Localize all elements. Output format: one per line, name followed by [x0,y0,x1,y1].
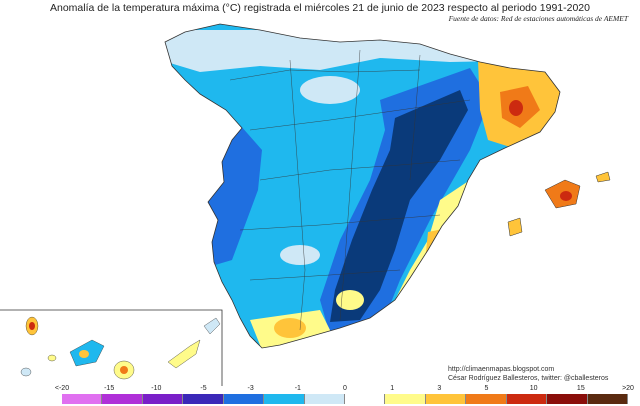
la-palma-hotspot [29,322,35,330]
deep-blue-core [330,90,468,322]
balearic-islands [507,171,611,237]
legend-swatch [425,394,467,404]
la-gomera-island [47,354,57,362]
yellow-patch-granada [336,290,364,310]
legend-swatch [345,394,386,404]
el-hierro-island [20,367,32,377]
legend-swatch [506,394,548,404]
legend-tick-label: <-20 [54,385,70,392]
data-source: Fuente de datos: Red de estaciones autom… [448,14,628,23]
spain-anomaly-field [165,24,560,348]
legend-tick-label: 15 [576,385,585,392]
legend-swatch [304,394,345,404]
blog-url: http://climaenmapas.blogspot.com [448,366,555,373]
pale-blue-patch-2 [280,245,320,265]
lanzarote-island [203,317,221,335]
gran-canaria-hotspot [120,366,128,374]
legend-swatch [183,394,224,404]
legend-swatch [385,394,426,404]
color-legend: <-20 -15 -10 -5 -3 -1 0 1 3 5 10 15 >20 [55,385,634,406]
spain-coastline [164,23,561,349]
province-borders [229,49,471,331]
legend-tick-label: -5 [200,385,207,392]
legend-swatch [142,394,184,404]
legend-tick-label: -10 [151,385,162,392]
legend-tick-label: -1 [294,385,301,392]
legend-tick-label: -15 [104,385,115,392]
legend-tick-label: 3 [437,385,442,392]
legend-swatch [264,394,305,404]
map-title: Anomalía de la temperatura máxima (°C) r… [49,2,590,14]
orange-zone-malaga [274,318,306,338]
legend-swatch [102,394,143,404]
fuerteventura-island [167,339,201,369]
anomaly-map [0,23,611,386]
author-credit: César Rodríguez Ballesteros, twitter: @c… [448,375,609,382]
legend-tick-label: -3 [247,385,254,392]
legend-tick-label: 10 [529,385,538,392]
legend-tick-label: 5 [484,385,489,392]
legend-tick-label: 0 [343,385,347,392]
orange-zone-valencia [425,228,448,262]
legend-swatch [223,394,265,404]
red-spot-catalonia [509,100,523,116]
mallorca-hotspot [560,191,572,201]
legend-swatch [547,394,588,404]
pale-blue-patch-1 [300,76,360,104]
inset-frame [0,309,223,386]
menorca-island [595,171,611,183]
legend-swatch [466,394,507,404]
ibiza-island [507,217,523,237]
legend-tick-label: >20 [622,385,634,392]
legend-swatch [587,394,628,404]
canary-islands-inset [0,309,223,386]
legend-tick-label: 1 [390,385,395,392]
tenerife-warm-spot [79,350,89,358]
legend-color-bar [62,394,628,404]
legend-swatch [62,394,103,404]
